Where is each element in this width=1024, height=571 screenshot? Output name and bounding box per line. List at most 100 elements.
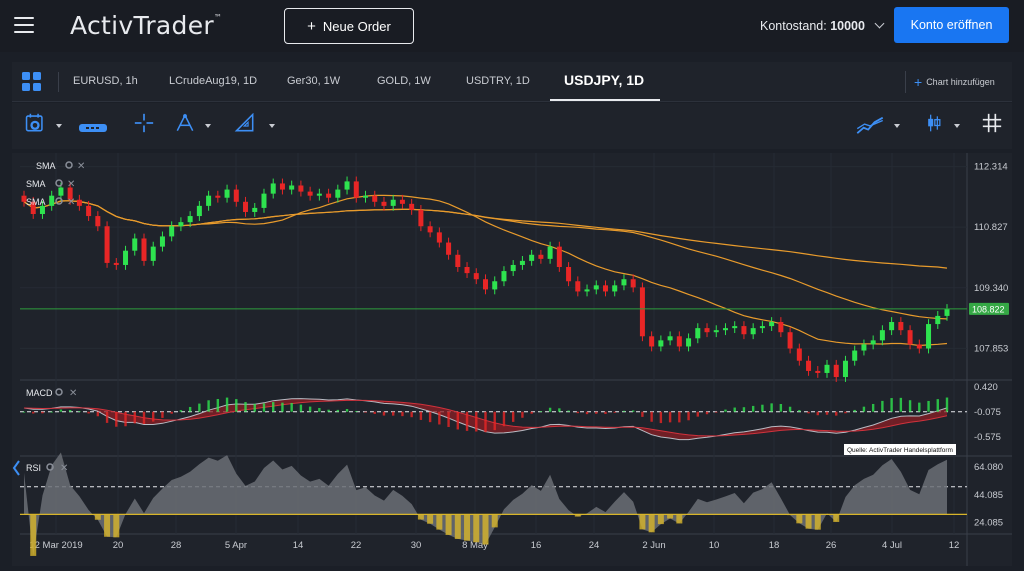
candle <box>187 216 193 223</box>
macd-histogram-bar <box>742 407 746 412</box>
calendar-icon[interactable] <box>22 113 48 133</box>
price-chart[interactable]: 12 Mar 2019 20 28 5 Apr 14 22 30 8 May 16 24 2 Jun… <box>12 153 1012 566</box>
macd-histogram-bar <box>927 400 930 412</box>
sma-line <box>23 200 948 269</box>
macd-histogram-bar <box>548 407 552 412</box>
chevron-down-icon[interactable] <box>954 124 960 128</box>
macd-histogram-bar <box>871 403 875 412</box>
macd-histogram-bar <box>50 411 53 413</box>
pattern-icon[interactable] <box>78 118 108 138</box>
candle <box>769 322 775 327</box>
x-tick-label: 28 <box>171 540 182 551</box>
source-note: Quelle: ActivTrader Handelsplattform <box>847 447 953 454</box>
chart-area[interactable]: 12 Mar 2019 20 28 5 Apr 14 22 30 8 May 16 24 2 Jun… <box>12 153 1012 566</box>
x-tick-label: 24 <box>589 540 600 551</box>
rsi-tick-label: 44.085 <box>974 490 1003 501</box>
macd-histogram-bar <box>142 411 146 425</box>
settings-icon[interactable] <box>55 179 63 187</box>
account-balance-dropdown[interactable]: Kontostand: 10000 <box>760 18 885 33</box>
chevron-left-icon[interactable] <box>12 459 21 477</box>
close-icon[interactable]: ✕ <box>60 463 68 474</box>
macd-histogram-bar <box>198 403 201 412</box>
macd-indicator-label[interactable]: MACD <box>26 388 53 398</box>
add-chart-button[interactable]: + Chart hinzufügen <box>905 71 1007 93</box>
sma-indicator-label[interactable]: SMA <box>36 161 56 171</box>
settings-icon[interactable] <box>55 388 63 396</box>
indicator-icon[interactable] <box>855 115 885 135</box>
x-tick-label: 12 Mar 2019 <box>29 540 82 551</box>
active-tab-indicator <box>550 99 660 101</box>
tab-usdjpy[interactable]: USDJPY, 1D <box>564 72 645 88</box>
menu-icon[interactable] <box>14 17 34 33</box>
macd-histogram-bar <box>244 402 247 412</box>
macd-histogram-bar <box>724 409 727 412</box>
grid-toggle-icon[interactable] <box>980 113 1004 133</box>
close-icon[interactable]: ✕ <box>77 161 85 172</box>
macd-histogram-bar <box>68 409 72 412</box>
macd-histogram-bar <box>364 411 367 413</box>
new-order-label: Neue Order <box>322 18 391 34</box>
rsi-oversold-fill <box>113 514 120 538</box>
candle <box>667 336 673 341</box>
settings-icon[interactable] <box>65 161 73 169</box>
candle <box>529 254 535 261</box>
macd-histogram-bar <box>918 402 921 412</box>
rsi-oversold-fill <box>445 514 452 535</box>
rsi-oversold-fill <box>473 514 480 543</box>
logo: ActivTrader™ <box>70 11 223 40</box>
macd-histogram-bar <box>78 411 81 413</box>
tab-lcrude[interactable]: LCrudeAug19, 1D <box>169 75 258 87</box>
x-tick-label: 16 <box>531 540 542 551</box>
macd-histogram-bar <box>216 398 220 412</box>
chevron-down-icon[interactable] <box>56 124 62 128</box>
candle <box>556 246 562 267</box>
sma-indicator-label[interactable]: SMA <box>26 179 46 189</box>
candle <box>298 185 304 192</box>
rsi-oversold-fill <box>805 514 812 529</box>
rsi-oversold-fill <box>427 514 434 524</box>
tab-gold[interactable]: GOLD, 1W <box>377 75 431 87</box>
tab-ger30[interactable]: Ger30, 1W <box>287 75 341 87</box>
macd-histogram-bar <box>392 411 395 416</box>
x-tick-label: 26 <box>826 540 837 551</box>
sma-indicator-label[interactable]: SMA <box>26 197 46 207</box>
candle <box>584 289 590 292</box>
close-icon[interactable]: ✕ <box>69 388 77 399</box>
chevron-down-icon[interactable] <box>205 124 211 128</box>
rsi-indicator-label[interactable]: RSI <box>26 463 41 473</box>
macd-histogram-bar <box>32 411 35 414</box>
rsi-oversold-fill <box>417 514 424 520</box>
tab-eurusd[interactable]: EURUSD, 1h <box>73 75 138 87</box>
new-order-button[interactable]: + Neue Order <box>284 8 414 44</box>
close-icon[interactable]: ✕ <box>67 179 75 190</box>
macd-histogram-bar <box>816 411 819 416</box>
candle <box>593 285 599 290</box>
plus-icon: + <box>307 17 316 35</box>
rsi-oversold-fill <box>94 514 101 520</box>
chevron-down-icon[interactable] <box>269 124 275 128</box>
candle <box>224 189 230 198</box>
candle <box>446 242 452 255</box>
triangle-ruler-icon[interactable] <box>232 113 258 133</box>
macd-histogram-bar <box>133 411 136 424</box>
macd-histogram-bar <box>650 411 653 422</box>
tab-usdtry[interactable]: USDTRY, 1D <box>466 75 530 87</box>
candle <box>833 364 839 378</box>
crosshair-icon[interactable] <box>132 113 156 133</box>
macd-histogram-bar <box>890 398 893 412</box>
candle <box>252 207 258 212</box>
close-icon[interactable]: ✕ <box>67 197 75 208</box>
draw-tool-icon[interactable] <box>172 113 198 133</box>
layout-grid-icon[interactable] <box>22 72 41 91</box>
candle <box>390 199 396 206</box>
macd-tick-label: 0.420 <box>974 382 998 393</box>
candle <box>852 350 858 361</box>
candle <box>510 264 516 272</box>
macd-histogram-bar <box>853 409 856 412</box>
candlestick-icon[interactable] <box>924 113 944 133</box>
open-account-button[interactable]: Konto eröffnen <box>894 7 1009 43</box>
settings-icon[interactable] <box>46 463 54 471</box>
settings-icon[interactable] <box>55 197 63 205</box>
macd-histogram-bar <box>438 411 441 425</box>
chevron-down-icon[interactable] <box>894 124 900 128</box>
